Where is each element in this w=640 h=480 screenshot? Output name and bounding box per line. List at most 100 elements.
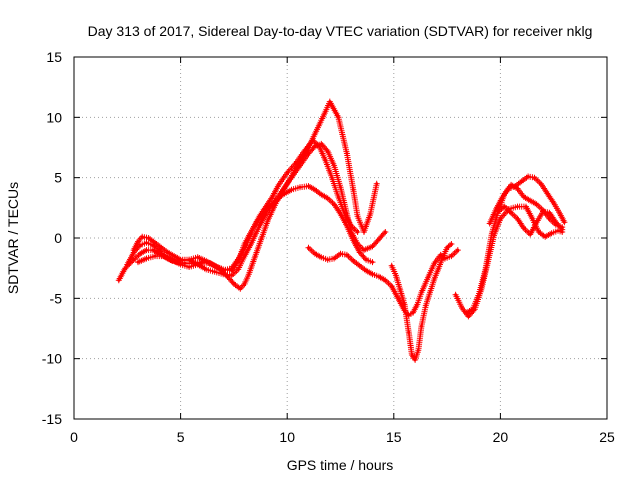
data-point (420, 324, 423, 328)
data-point (377, 237, 381, 241)
data-point (204, 267, 208, 271)
series-arc-7 (452, 203, 566, 320)
data-point (253, 254, 257, 258)
series-arc-8 (463, 181, 566, 316)
data-point (503, 205, 507, 209)
data-point (136, 240, 140, 244)
data-point (541, 210, 545, 213)
data-point (445, 246, 449, 250)
data-point (562, 220, 566, 224)
y-tick-label: -10 (42, 351, 62, 367)
data-point (277, 183, 281, 187)
data-point (204, 260, 208, 264)
data-point (530, 217, 534, 221)
data-point (437, 266, 441, 270)
data-point (238, 254, 242, 258)
data-point (238, 287, 242, 291)
data-point (332, 257, 336, 260)
data-point (424, 304, 428, 308)
data-point (456, 248, 460, 252)
x-tick-label: 10 (279, 429, 295, 445)
data-point (364, 269, 368, 273)
data-point (339, 252, 342, 256)
data-point (415, 302, 419, 306)
data-point (371, 272, 374, 276)
data-point (522, 195, 526, 199)
data-point (496, 210, 500, 213)
data-point (179, 258, 183, 262)
y-tick-label: 5 (54, 170, 62, 186)
data-point (336, 195, 340, 199)
data-point (213, 270, 217, 274)
data-point (145, 241, 148, 245)
data-point (539, 182, 543, 186)
data-point (232, 282, 236, 286)
data-point (416, 348, 420, 352)
data-point (477, 292, 481, 295)
data-point (484, 267, 487, 271)
data-point (236, 267, 240, 271)
data-point (543, 235, 547, 239)
y-axis-label: SDTVAR / TECUs (5, 182, 21, 294)
data-point (488, 222, 492, 225)
data-point (509, 211, 513, 215)
data-point (449, 254, 453, 258)
data-point (332, 202, 336, 206)
series-markers (463, 181, 566, 316)
data-point (403, 302, 406, 306)
data-point (213, 264, 217, 268)
data-point (326, 149, 330, 153)
data-point (136, 260, 140, 264)
data-point (270, 195, 274, 199)
data-point (407, 330, 411, 334)
data-point (449, 242, 453, 246)
data-point (375, 182, 379, 186)
data-point (533, 176, 536, 180)
data-point (251, 226, 255, 230)
data-point (432, 261, 436, 265)
data-point (554, 220, 558, 224)
x-axis-label: GPS time / hours (287, 457, 394, 473)
y-tick-label: -15 (42, 411, 62, 427)
data-point (358, 264, 362, 268)
data-point (413, 358, 417, 362)
data-point (298, 164, 302, 168)
data-series-group (115, 98, 568, 363)
data-point (398, 288, 402, 292)
data-point (138, 243, 142, 247)
data-point (117, 278, 121, 282)
data-point (336, 115, 340, 119)
data-point (339, 212, 342, 216)
data-point (302, 149, 306, 153)
data-point (330, 176, 334, 180)
data-point (187, 265, 191, 269)
data-point (528, 232, 532, 236)
data-point (547, 211, 551, 215)
data-point (516, 217, 519, 221)
data-point (145, 248, 148, 252)
data-point (371, 260, 374, 264)
data-point (221, 269, 225, 273)
data-point (138, 252, 142, 256)
data-point (545, 191, 549, 195)
data-point (356, 230, 360, 234)
x-tick-label: 5 (177, 429, 185, 445)
x-tick-label: 0 (70, 429, 78, 445)
data-point (464, 311, 468, 315)
data-point (560, 228, 564, 232)
data-point (349, 224, 353, 228)
data-point (550, 231, 554, 235)
data-point (358, 251, 362, 254)
series-arc-10 (495, 203, 566, 238)
data-point (520, 179, 524, 183)
data-point (396, 296, 400, 300)
data-point (258, 224, 261, 228)
data-point (260, 236, 264, 240)
data-point (315, 127, 319, 131)
data-point (166, 251, 170, 254)
data-point (290, 176, 293, 180)
data-point (343, 212, 347, 216)
data-point (528, 199, 532, 203)
data-point (432, 277, 436, 281)
series-markers (452, 203, 566, 320)
